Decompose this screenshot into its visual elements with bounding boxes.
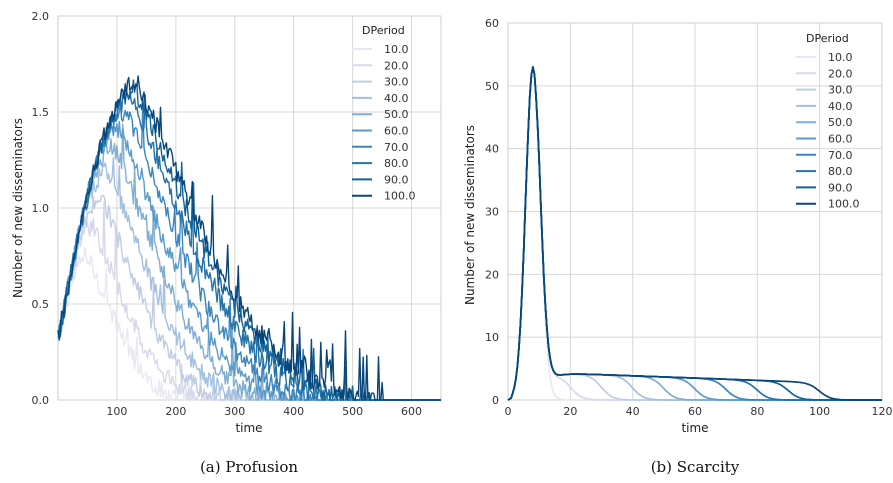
y-tick-label: 0 [492, 394, 499, 407]
legend-entry: 60.0 [828, 133, 853, 146]
caption-a: (a) Profusion [200, 458, 298, 476]
legend-entry: 50.0 [828, 116, 853, 129]
x-ticks-a: 100 200 300 400 500 600 [106, 405, 422, 418]
series-group-a [57, 75, 441, 401]
x-tick-label: 500 [342, 405, 363, 418]
x-tick-label: 80 [750, 405, 764, 418]
x-tick-label: 120 [872, 405, 893, 418]
legend-entry: 90.0 [384, 173, 409, 186]
legend-title-a: DPeriod [362, 24, 405, 37]
x-tick-label: 0 [505, 405, 512, 418]
series-line-100.0 [507, 66, 882, 401]
x-tick-label: 400 [283, 405, 304, 418]
y-axis-label-a: Number of new disseminators [11, 118, 25, 298]
chart-scarcity: 0 20 40 60 80 100 120 0 10 20 30 40 50 60 time Numbe… [463, 17, 893, 476]
x-tick-label: 40 [626, 405, 640, 418]
legend-entry: 50.0 [384, 108, 409, 121]
y-tick-label: 40 [485, 143, 499, 156]
legend-entry: 70.0 [828, 149, 853, 162]
y-tick-label: 0.5 [32, 298, 50, 311]
legend-entry: 20.0 [828, 67, 853, 80]
y-tick-label: 1.0 [32, 202, 50, 215]
legend-entry: 40.0 [828, 100, 853, 113]
x-tick-label: 60 [688, 405, 702, 418]
x-tick-label: 600 [401, 405, 422, 418]
chart-profusion: 100 200 300 400 500 600 0.00.51.01.52.0 time … [11, 10, 442, 476]
legend-entry: 20.0 [384, 59, 409, 72]
y-ticks-b: 0 10 20 30 40 50 60 [485, 17, 499, 407]
y-tick-label: 0.0 [32, 394, 50, 407]
series-group-b [507, 66, 882, 401]
legend-entry: 30.0 [828, 84, 853, 97]
grid-b [508, 23, 882, 400]
legend-entry: 100.0 [384, 190, 416, 203]
y-ticks-a: 0.0 0.5 1.0 1.5 2.0 [32, 10, 50, 407]
y-tick-label: 2.0 [32, 10, 50, 23]
legend-entry: 80.0 [384, 157, 409, 170]
legend-entry: 60.0 [384, 125, 409, 138]
legend-entry: 30.0 [384, 76, 409, 89]
y-tick-label: 50 [485, 80, 499, 93]
x-axis-label-b: time [681, 421, 708, 435]
legend-entry: 40.0 [384, 92, 409, 105]
legend-b: DPeriod 10.0 20.0 30.0 40.0 50.0 60.0 70.0 80.0… [796, 32, 860, 211]
y-tick-label: 1.5 [32, 106, 50, 119]
legend-a: DPeriod 10.0 20.0 30.0 40.0 50.0 60.0 70.0 80.0… [352, 24, 416, 203]
x-ticks-b: 0 20 40 60 80 100 120 [505, 405, 893, 418]
legend-entry: 70.0 [384, 141, 409, 154]
legend-title-b: DPeriod [806, 32, 849, 45]
x-tick-label: 20 [563, 405, 577, 418]
y-tick-label: 10 [485, 331, 499, 344]
y-axis-label-b: Number of new disseminators [463, 125, 477, 305]
legend-entry: 80.0 [828, 165, 853, 178]
y-tick-label: 20 [485, 268, 499, 281]
x-tick-label: 100 [106, 405, 127, 418]
x-tick-label: 300 [224, 405, 245, 418]
y-tick-label: 60 [485, 17, 499, 30]
x-tick-label: 200 [165, 405, 186, 418]
x-tick-label: 100 [809, 405, 830, 418]
legend-entry: 10.0 [828, 51, 853, 64]
legend-entry: 10.0 [384, 43, 409, 56]
legend-entry: 100.0 [828, 198, 860, 211]
y-tick-label: 30 [485, 206, 499, 219]
caption-b: (b) Scarcity [651, 458, 740, 476]
legend-entry: 90.0 [828, 181, 853, 194]
series-line-100.0 [57, 75, 441, 401]
x-axis-label-a: time [235, 421, 262, 435]
